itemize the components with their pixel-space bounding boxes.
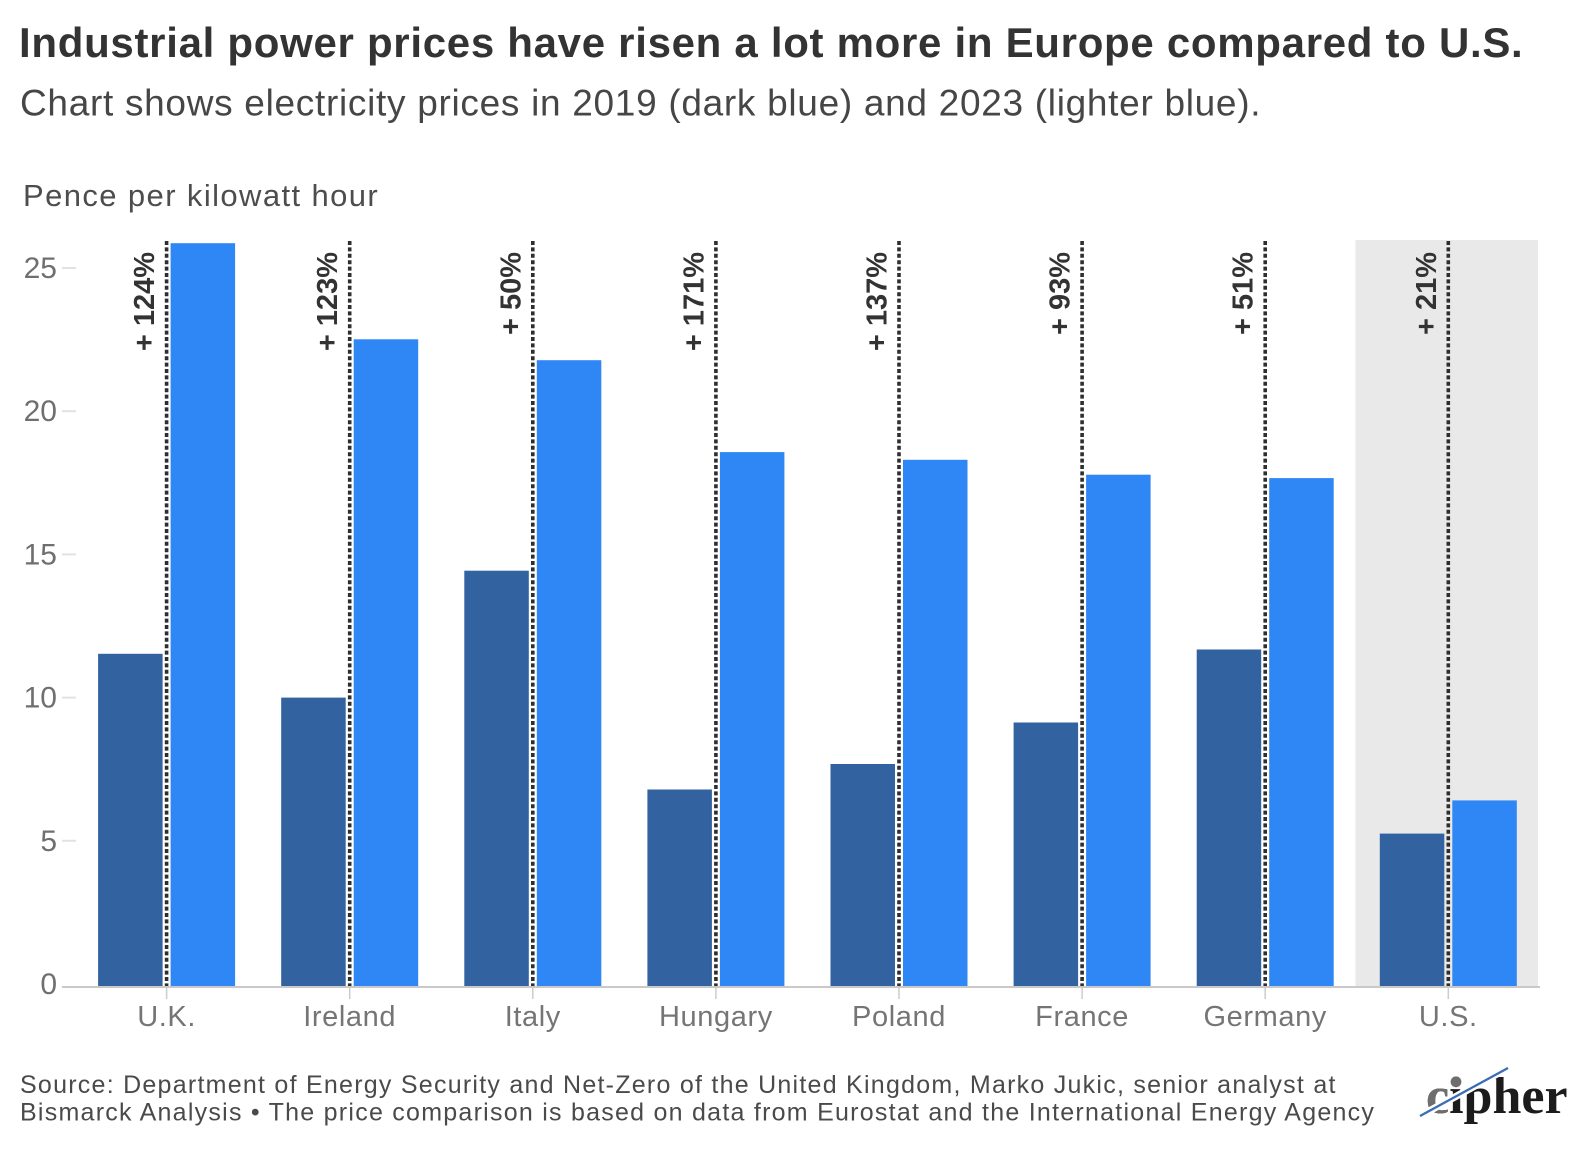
- svg-text:Industrial power prices have r: Industrial power prices have risen a lot…: [19, 19, 1523, 66]
- svg-text:Source: Department of Energy S: Source: Department of Energy Security an…: [20, 1071, 1337, 1099]
- svg-text:U.S.: U.S.: [1419, 1001, 1478, 1033]
- svg-text:+ 21%: + 21%: [1411, 252, 1443, 335]
- svg-text:0: 0: [40, 968, 57, 1001]
- svg-text:5: 5: [40, 825, 57, 858]
- svg-text:+ 124%: + 124%: [129, 252, 161, 351]
- svg-text:+ 123%: + 123%: [312, 252, 344, 351]
- svg-text:25: 25: [24, 252, 57, 285]
- svg-text:Poland: Poland: [852, 1001, 946, 1033]
- svg-text:Chart shows electricity prices: Chart shows electricity prices in 2019 (…: [20, 83, 1261, 124]
- svg-text:c: c: [1426, 1068, 1449, 1125]
- svg-text:Italy: Italy: [505, 1001, 561, 1033]
- svg-text:Germany: Germany: [1203, 1001, 1326, 1033]
- svg-text:+ 171%: + 171%: [678, 252, 710, 351]
- svg-text:France: France: [1035, 1001, 1129, 1033]
- svg-text:10: 10: [24, 682, 57, 715]
- svg-text:Pence per kilowatt hour: Pence per kilowatt hour: [23, 178, 379, 213]
- svg-text:U.K.: U.K.: [137, 1001, 196, 1033]
- svg-text:Bismarck Analysis • The price: Bismarck Analysis • The price comparison…: [20, 1099, 1375, 1127]
- svg-text:20: 20: [24, 395, 57, 428]
- svg-text:+ 51%: + 51%: [1228, 252, 1260, 335]
- svg-text:Ireland: Ireland: [303, 1001, 396, 1033]
- svg-text:+ 137%: + 137%: [862, 252, 894, 351]
- svg-text:15: 15: [24, 538, 57, 571]
- svg-text:+ 50%: + 50%: [495, 252, 527, 335]
- svg-text:+ 93%: + 93%: [1045, 252, 1077, 335]
- svg-text:Hungary: Hungary: [659, 1001, 773, 1033]
